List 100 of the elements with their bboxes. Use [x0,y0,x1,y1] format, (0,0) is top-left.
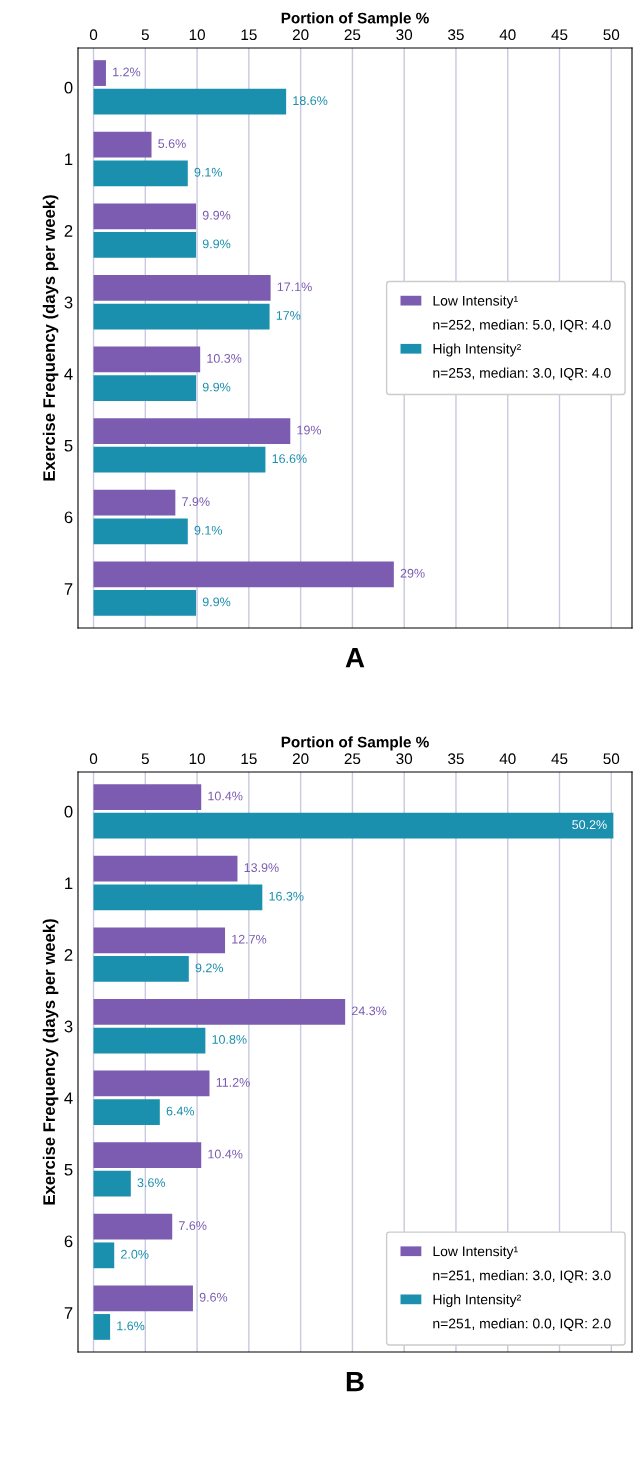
y-tick-label: 4 [64,368,73,380]
data-label: 10.4% [208,1149,243,1159]
data-label: 9.6% [199,1292,228,1302]
bar [93,855,238,882]
bar [93,1170,131,1197]
bar [93,203,197,230]
data-label: 9.9% [202,382,231,392]
data-label: 12.7% [232,934,267,944]
x-axis-title: Portion of Sample % [281,12,429,27]
x-tick-label: 0 [89,29,98,41]
y-tick-label: 0 [64,805,73,818]
x-tick-label: 20 [292,753,309,765]
x-tick-label: 15 [241,29,257,41]
data-label: 11.2% [216,1077,250,1087]
data-label: 17% [276,311,301,320]
x-tick-label: 10 [189,29,205,41]
bar [93,1070,210,1097]
legend-label: High Intensity² [433,1294,521,1308]
y-axis-title: Exercise Frequency (days per week) [42,919,59,1205]
y-tick-label: 5 [64,439,73,452]
y-tick-label: 7 [64,1307,73,1319]
annotation: n=252, median: 5.0, IQR: 4.0 [433,319,611,333]
x-tick-label: 25 [344,29,361,41]
x-tick-label: 20 [292,29,309,41]
bar [93,60,106,86]
data-label: 13.9% [244,863,279,873]
data-label: 1.2% [113,67,141,77]
bar [93,274,271,301]
data-label: 9.9% [202,239,231,249]
x-tick-label: 10 [189,753,205,765]
legend-label: Low Intensity¹ [433,1246,518,1259]
x-tick-label: 25 [344,753,361,765]
x-tick-label: 50 [603,29,620,41]
bar [93,1242,115,1269]
data-label: 10.4% [208,791,243,801]
data-label: 9.1% [194,167,223,177]
bar [93,375,197,402]
y-tick-label: 0 [64,81,73,94]
data-label: 5.6% [158,139,186,149]
data-label: 2.0% [121,1249,149,1259]
bar [93,784,202,810]
x-tick-label: 5 [141,29,149,41]
x-tick-label: 40 [499,753,516,765]
x-tick-label: 35 [448,29,464,41]
x-tick-label: 45 [551,29,568,41]
data-label: 17.1% [277,282,312,292]
bar [93,346,201,373]
x-tick-label: 5 [141,753,149,765]
y-tick-label: 3 [64,1020,73,1033]
bar [93,1314,111,1340]
y-tick-label: 6 [64,1235,73,1248]
bar [93,590,197,616]
bar [93,446,266,473]
annotation: n=251, median: 3.0, IQR: 3.0 [433,1270,611,1283]
data-label: 9.1% [194,525,223,535]
data-label: 1.6% [117,1321,145,1331]
y-tick-label: 1 [65,877,73,890]
data-label: 3.6% [137,1178,166,1188]
bar [93,884,263,911]
bar [93,561,394,588]
x-tick-label: 50 [603,753,620,765]
text: B [346,1372,364,1392]
bar [93,1099,160,1126]
bar [93,88,287,115]
data-label: 29% [400,568,425,578]
data-label: 7.6% [179,1221,207,1231]
x-tick-label: 30 [396,29,413,41]
x-axis-title: Portion of Sample % [281,736,429,751]
bar [93,998,346,1025]
y-tick-label: 6 [64,511,73,524]
bar [93,1213,173,1240]
bar [93,927,226,954]
x-tick-label: 30 [396,753,413,765]
bar [93,489,176,516]
data-label: 19% [297,425,322,435]
y-tick-label: 7 [64,583,73,595]
bar [93,1285,193,1312]
bar [93,1027,206,1054]
data-label: 16.6% [272,454,307,464]
annotation: n=253, median: 3.0, IQR: 4.0 [433,367,611,381]
y-tick-label: 4 [64,1092,73,1104]
y-tick-label: 5 [64,1163,73,1176]
bar [93,418,291,444]
x-tick-label: 35 [448,753,464,765]
data-label: 10.3% [207,353,242,363]
bar [93,160,188,187]
data-label: 18.6% [293,96,328,106]
bar [93,232,197,258]
data-label: 16.3% [269,891,304,901]
bar [93,1142,202,1168]
y-tick-label: 3 [64,296,73,309]
bar [93,812,614,839]
x-tick-label: 40 [499,29,516,41]
bar [93,303,270,330]
text: A [345,648,365,668]
x-tick-label: 15 [241,753,257,765]
x-tick-label: 45 [551,753,568,765]
y-tick-label: 2 [64,224,73,237]
bar [93,518,188,545]
y-tick-label: 2 [64,948,73,961]
